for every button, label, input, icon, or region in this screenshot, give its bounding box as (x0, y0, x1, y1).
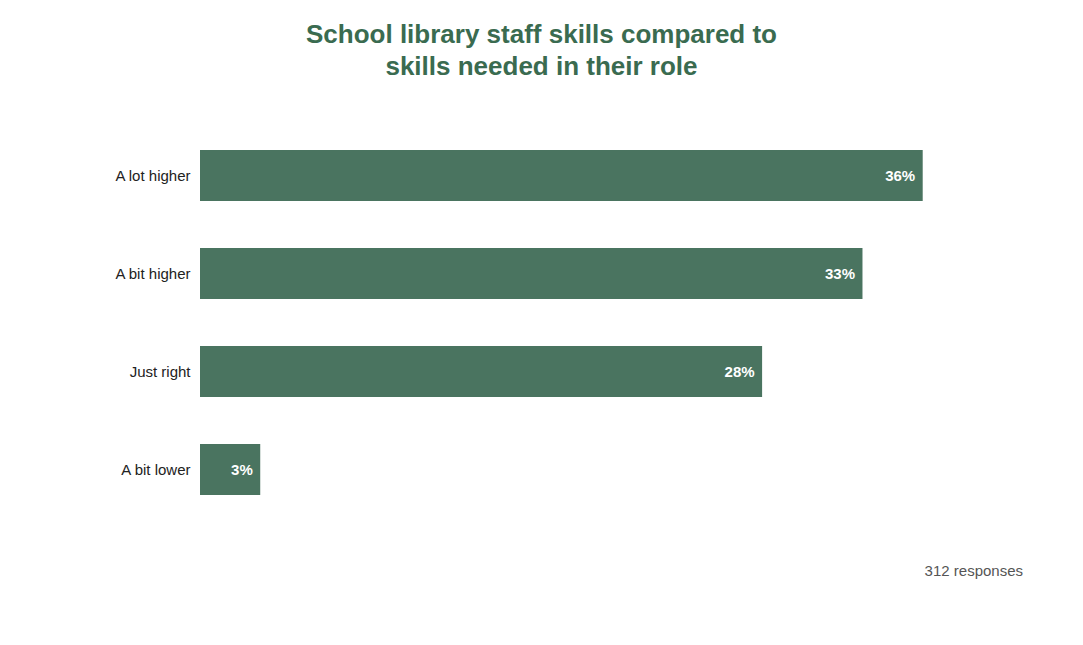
svg-text:Just right: Just right (130, 363, 192, 380)
svg-text:33%: 33% (825, 265, 855, 282)
svg-text:A bit lower: A bit lower (121, 461, 190, 478)
svg-text:36%: 36% (885, 167, 915, 184)
html-text:skills needed in their role: skills needed in their role (385, 51, 698, 81)
svg-text:A bit higher: A bit higher (115, 265, 190, 282)
svg-text:A lot higher: A lot higher (115, 167, 190, 184)
html-text:312 responses: 312 responses (924, 562, 1023, 579)
html-text:School library staff skills co: School library staff skills compared to (306, 19, 777, 49)
svg-text:3%: 3% (231, 461, 253, 478)
svg-text:28%: 28% (725, 363, 755, 380)
